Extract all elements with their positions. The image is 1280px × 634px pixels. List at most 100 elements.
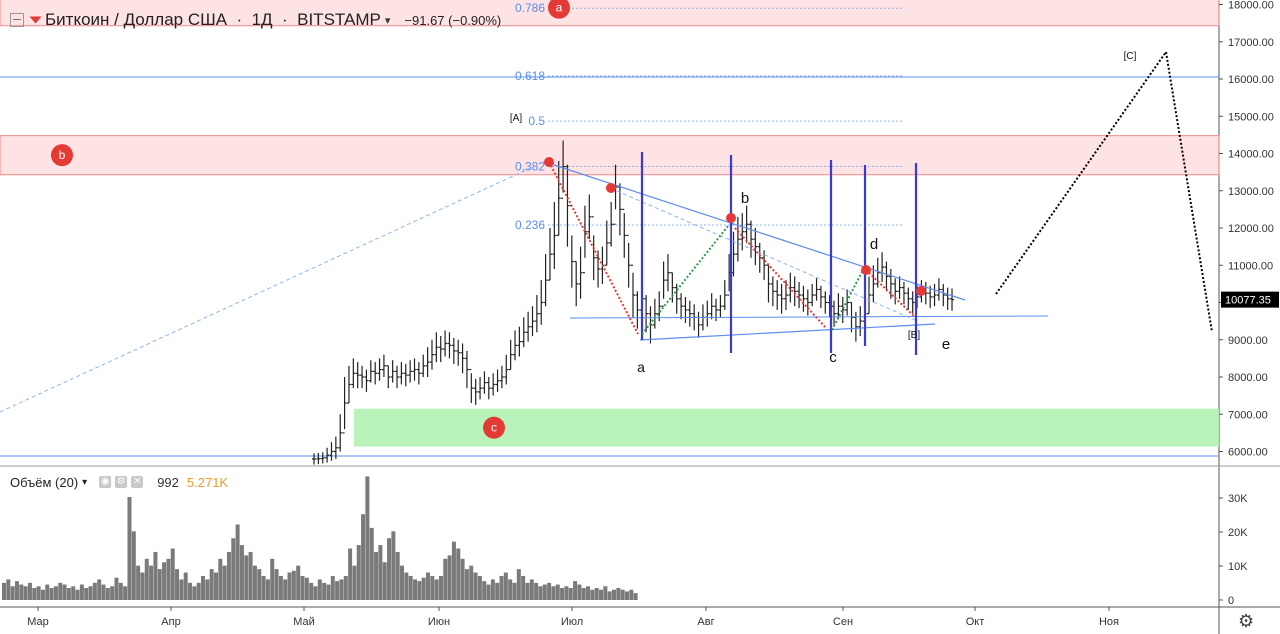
volume-bar bbox=[369, 527, 374, 600]
price-bar bbox=[683, 296, 688, 323]
volume-bar bbox=[607, 591, 612, 600]
price-bar bbox=[901, 282, 906, 305]
price-bar bbox=[582, 205, 587, 274]
volume-bar bbox=[620, 589, 625, 600]
price-bar bbox=[386, 365, 391, 389]
volume-bar bbox=[123, 586, 128, 600]
price-bar bbox=[587, 194, 592, 240]
settings-icon[interactable]: ⚙ bbox=[115, 476, 128, 488]
volume-bar bbox=[508, 579, 513, 600]
volume-bar bbox=[434, 579, 439, 600]
price-bar bbox=[897, 276, 902, 299]
volume-bar bbox=[564, 586, 569, 600]
price-bar bbox=[451, 337, 456, 364]
price-bar bbox=[888, 268, 893, 299]
volume-bar bbox=[71, 586, 76, 600]
volume-bar bbox=[352, 565, 357, 600]
zone-marker bbox=[548, 0, 570, 19]
volume-bar bbox=[222, 565, 227, 600]
price-bar bbox=[312, 453, 316, 465]
volume-axis-label: 20K bbox=[1228, 527, 1248, 539]
volume-bar bbox=[140, 572, 145, 600]
chevron-down-icon[interactable]: ▾ bbox=[384, 14, 391, 27]
volume-bar bbox=[382, 562, 387, 600]
price-bar bbox=[338, 414, 343, 452]
zone-marker bbox=[483, 416, 505, 439]
volume-bar bbox=[629, 589, 634, 600]
price-bar bbox=[534, 295, 539, 333]
volume-bar bbox=[75, 589, 80, 600]
volume-bar bbox=[560, 587, 565, 600]
price-bar bbox=[609, 201, 614, 247]
price-bar bbox=[753, 228, 758, 266]
volume-label[interactable]: Объём (20) bbox=[10, 474, 79, 490]
volume-bar bbox=[404, 572, 409, 600]
price-bar bbox=[652, 298, 657, 329]
volume-bar bbox=[300, 575, 305, 600]
eye-icon[interactable]: ◉ bbox=[99, 476, 112, 488]
volume-bar bbox=[201, 575, 206, 600]
chevron-down-icon[interactable]: ▾ bbox=[82, 476, 88, 488]
volume-bar bbox=[53, 586, 58, 600]
volume-bar bbox=[79, 584, 84, 600]
volume-bar bbox=[114, 577, 119, 600]
price-bar bbox=[355, 362, 360, 389]
volume-bar bbox=[456, 548, 461, 600]
exchange-label: BITSTAMP bbox=[297, 10, 381, 29]
volume-bar bbox=[322, 582, 327, 600]
volume-bar bbox=[239, 545, 244, 600]
price-bar bbox=[770, 276, 775, 307]
volume-bar bbox=[144, 558, 149, 600]
price-bar bbox=[425, 347, 430, 377]
volume-bar bbox=[287, 572, 292, 600]
volume-bar bbox=[534, 582, 539, 600]
price-bar bbox=[709, 293, 714, 320]
volume-bar bbox=[36, 586, 41, 600]
volume-bar bbox=[196, 582, 201, 600]
price-bar bbox=[932, 283, 937, 307]
volume-bar bbox=[252, 565, 257, 600]
price-bar bbox=[539, 280, 544, 325]
price-bar bbox=[679, 293, 684, 320]
wave-arrow bbox=[734, 227, 827, 329]
price-bar bbox=[801, 285, 806, 312]
close-icon[interactable]: ✕ bbox=[131, 476, 144, 488]
price-axis-label: 11000.00 bbox=[1228, 260, 1273, 272]
price-bar bbox=[329, 442, 334, 461]
price-bar bbox=[775, 280, 780, 310]
volume-bar bbox=[516, 569, 521, 600]
price-bar bbox=[473, 378, 478, 405]
gear-icon[interactable]: ⚙ bbox=[1238, 611, 1255, 631]
fib-level-label: 0.236 bbox=[515, 218, 545, 232]
symbol-title[interactable]: Биткоин / Доллар США · 1Д · BITSTAMP bbox=[45, 10, 381, 29]
volume-bar bbox=[66, 587, 71, 600]
price-bar bbox=[547, 228, 552, 281]
wave-label: c bbox=[829, 349, 837, 366]
volume-bar bbox=[118, 582, 123, 600]
volume-bar bbox=[361, 514, 366, 600]
price-bar bbox=[552, 201, 557, 269]
price-axis-label: 12000.00 bbox=[1228, 223, 1274, 235]
volume-bar bbox=[188, 582, 193, 600]
volume-bar bbox=[490, 579, 495, 600]
volume-bar bbox=[590, 589, 595, 600]
volume-bar bbox=[192, 586, 197, 600]
price-bar bbox=[469, 368, 474, 404]
price-bar bbox=[941, 283, 946, 307]
price-bar bbox=[342, 377, 347, 434]
volume-bar bbox=[594, 587, 599, 600]
price-bar bbox=[373, 362, 378, 385]
price-bar bbox=[735, 216, 740, 262]
price-bar bbox=[517, 326, 522, 357]
wave-label: e bbox=[942, 336, 950, 353]
volume-bar bbox=[599, 589, 604, 600]
volume-bar bbox=[136, 565, 141, 600]
price-bar bbox=[591, 216, 596, 281]
volume-bar bbox=[45, 584, 50, 600]
volume-bar bbox=[335, 581, 340, 600]
price-bar bbox=[884, 261, 889, 292]
time-axis-label: Ноя bbox=[1099, 616, 1119, 628]
collapse-icon[interactable] bbox=[10, 13, 24, 27]
